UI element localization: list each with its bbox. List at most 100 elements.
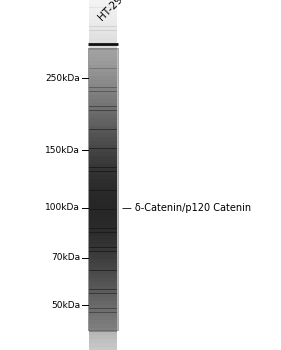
- Bar: [88, 76, 118, 78]
- Bar: [88, 126, 118, 127]
- Bar: [88, 222, 118, 223]
- Bar: [89, 4, 117, 8]
- Bar: [88, 79, 118, 81]
- Bar: [88, 134, 118, 136]
- Bar: [89, 156, 117, 160]
- Bar: [88, 276, 118, 278]
- Bar: [88, 288, 118, 289]
- Bar: [89, 346, 117, 350]
- Bar: [89, 263, 117, 267]
- Bar: [89, 91, 117, 95]
- Bar: [88, 216, 118, 218]
- Bar: [88, 231, 118, 233]
- Bar: [89, 202, 117, 206]
- Bar: [88, 151, 118, 153]
- Bar: [88, 200, 118, 202]
- Bar: [89, 221, 117, 225]
- Bar: [88, 71, 118, 72]
- Bar: [88, 215, 118, 216]
- Bar: [89, 164, 117, 168]
- Bar: [89, 278, 117, 282]
- Text: 50kDa: 50kDa: [51, 301, 80, 310]
- Bar: [89, 301, 117, 305]
- Bar: [88, 320, 118, 322]
- Bar: [88, 267, 118, 268]
- Bar: [89, 23, 117, 27]
- Bar: [89, 339, 117, 343]
- Bar: [88, 172, 118, 174]
- Bar: [88, 66, 118, 68]
- Bar: [88, 310, 118, 312]
- Bar: [88, 92, 118, 93]
- Bar: [89, 225, 117, 229]
- Bar: [88, 296, 118, 298]
- Bar: [88, 206, 118, 208]
- Bar: [89, 26, 117, 30]
- Bar: [88, 75, 118, 77]
- Bar: [88, 179, 118, 181]
- Bar: [88, 117, 118, 119]
- Bar: [88, 245, 118, 247]
- Bar: [89, 247, 117, 252]
- Bar: [88, 119, 118, 120]
- Bar: [88, 181, 118, 182]
- Bar: [88, 202, 118, 204]
- Bar: [88, 145, 118, 147]
- Bar: [89, 110, 117, 114]
- Bar: [88, 195, 118, 197]
- Bar: [89, 80, 117, 84]
- Bar: [89, 38, 117, 42]
- Bar: [89, 213, 117, 217]
- Bar: [88, 284, 118, 285]
- Bar: [88, 192, 118, 194]
- Bar: [88, 178, 118, 180]
- Bar: [88, 123, 118, 125]
- Bar: [89, 148, 117, 153]
- Bar: [88, 69, 118, 71]
- Bar: [89, 72, 117, 76]
- Bar: [89, 316, 117, 320]
- Bar: [88, 281, 118, 282]
- Bar: [89, 255, 117, 259]
- Bar: [88, 154, 118, 156]
- Text: 150kDa: 150kDa: [45, 146, 80, 155]
- Bar: [88, 140, 118, 141]
- Bar: [89, 152, 117, 156]
- Bar: [88, 107, 118, 109]
- Bar: [88, 52, 118, 54]
- Bar: [89, 19, 117, 23]
- Bar: [88, 137, 118, 139]
- Bar: [88, 312, 118, 314]
- Bar: [88, 268, 118, 270]
- Bar: [88, 324, 118, 326]
- Bar: [89, 187, 117, 191]
- Bar: [88, 236, 118, 237]
- Bar: [89, 335, 117, 339]
- Bar: [89, 88, 117, 91]
- Bar: [88, 100, 118, 102]
- Bar: [88, 152, 118, 154]
- Bar: [88, 196, 118, 198]
- Bar: [89, 194, 117, 198]
- Bar: [89, 42, 117, 46]
- Bar: [88, 90, 118, 92]
- Bar: [88, 226, 118, 228]
- Bar: [88, 94, 118, 97]
- Bar: [88, 80, 118, 82]
- Bar: [88, 176, 118, 178]
- Bar: [88, 207, 118, 209]
- Bar: [88, 199, 118, 201]
- Bar: [88, 316, 118, 318]
- Bar: [88, 128, 118, 130]
- Bar: [89, 293, 117, 298]
- Bar: [89, 282, 117, 286]
- Bar: [88, 149, 118, 152]
- Bar: [89, 240, 117, 244]
- Bar: [88, 185, 118, 187]
- Bar: [89, 106, 117, 111]
- Bar: [88, 299, 118, 301]
- Bar: [88, 174, 118, 175]
- Bar: [88, 327, 118, 329]
- Bar: [88, 54, 118, 56]
- Bar: [88, 285, 118, 287]
